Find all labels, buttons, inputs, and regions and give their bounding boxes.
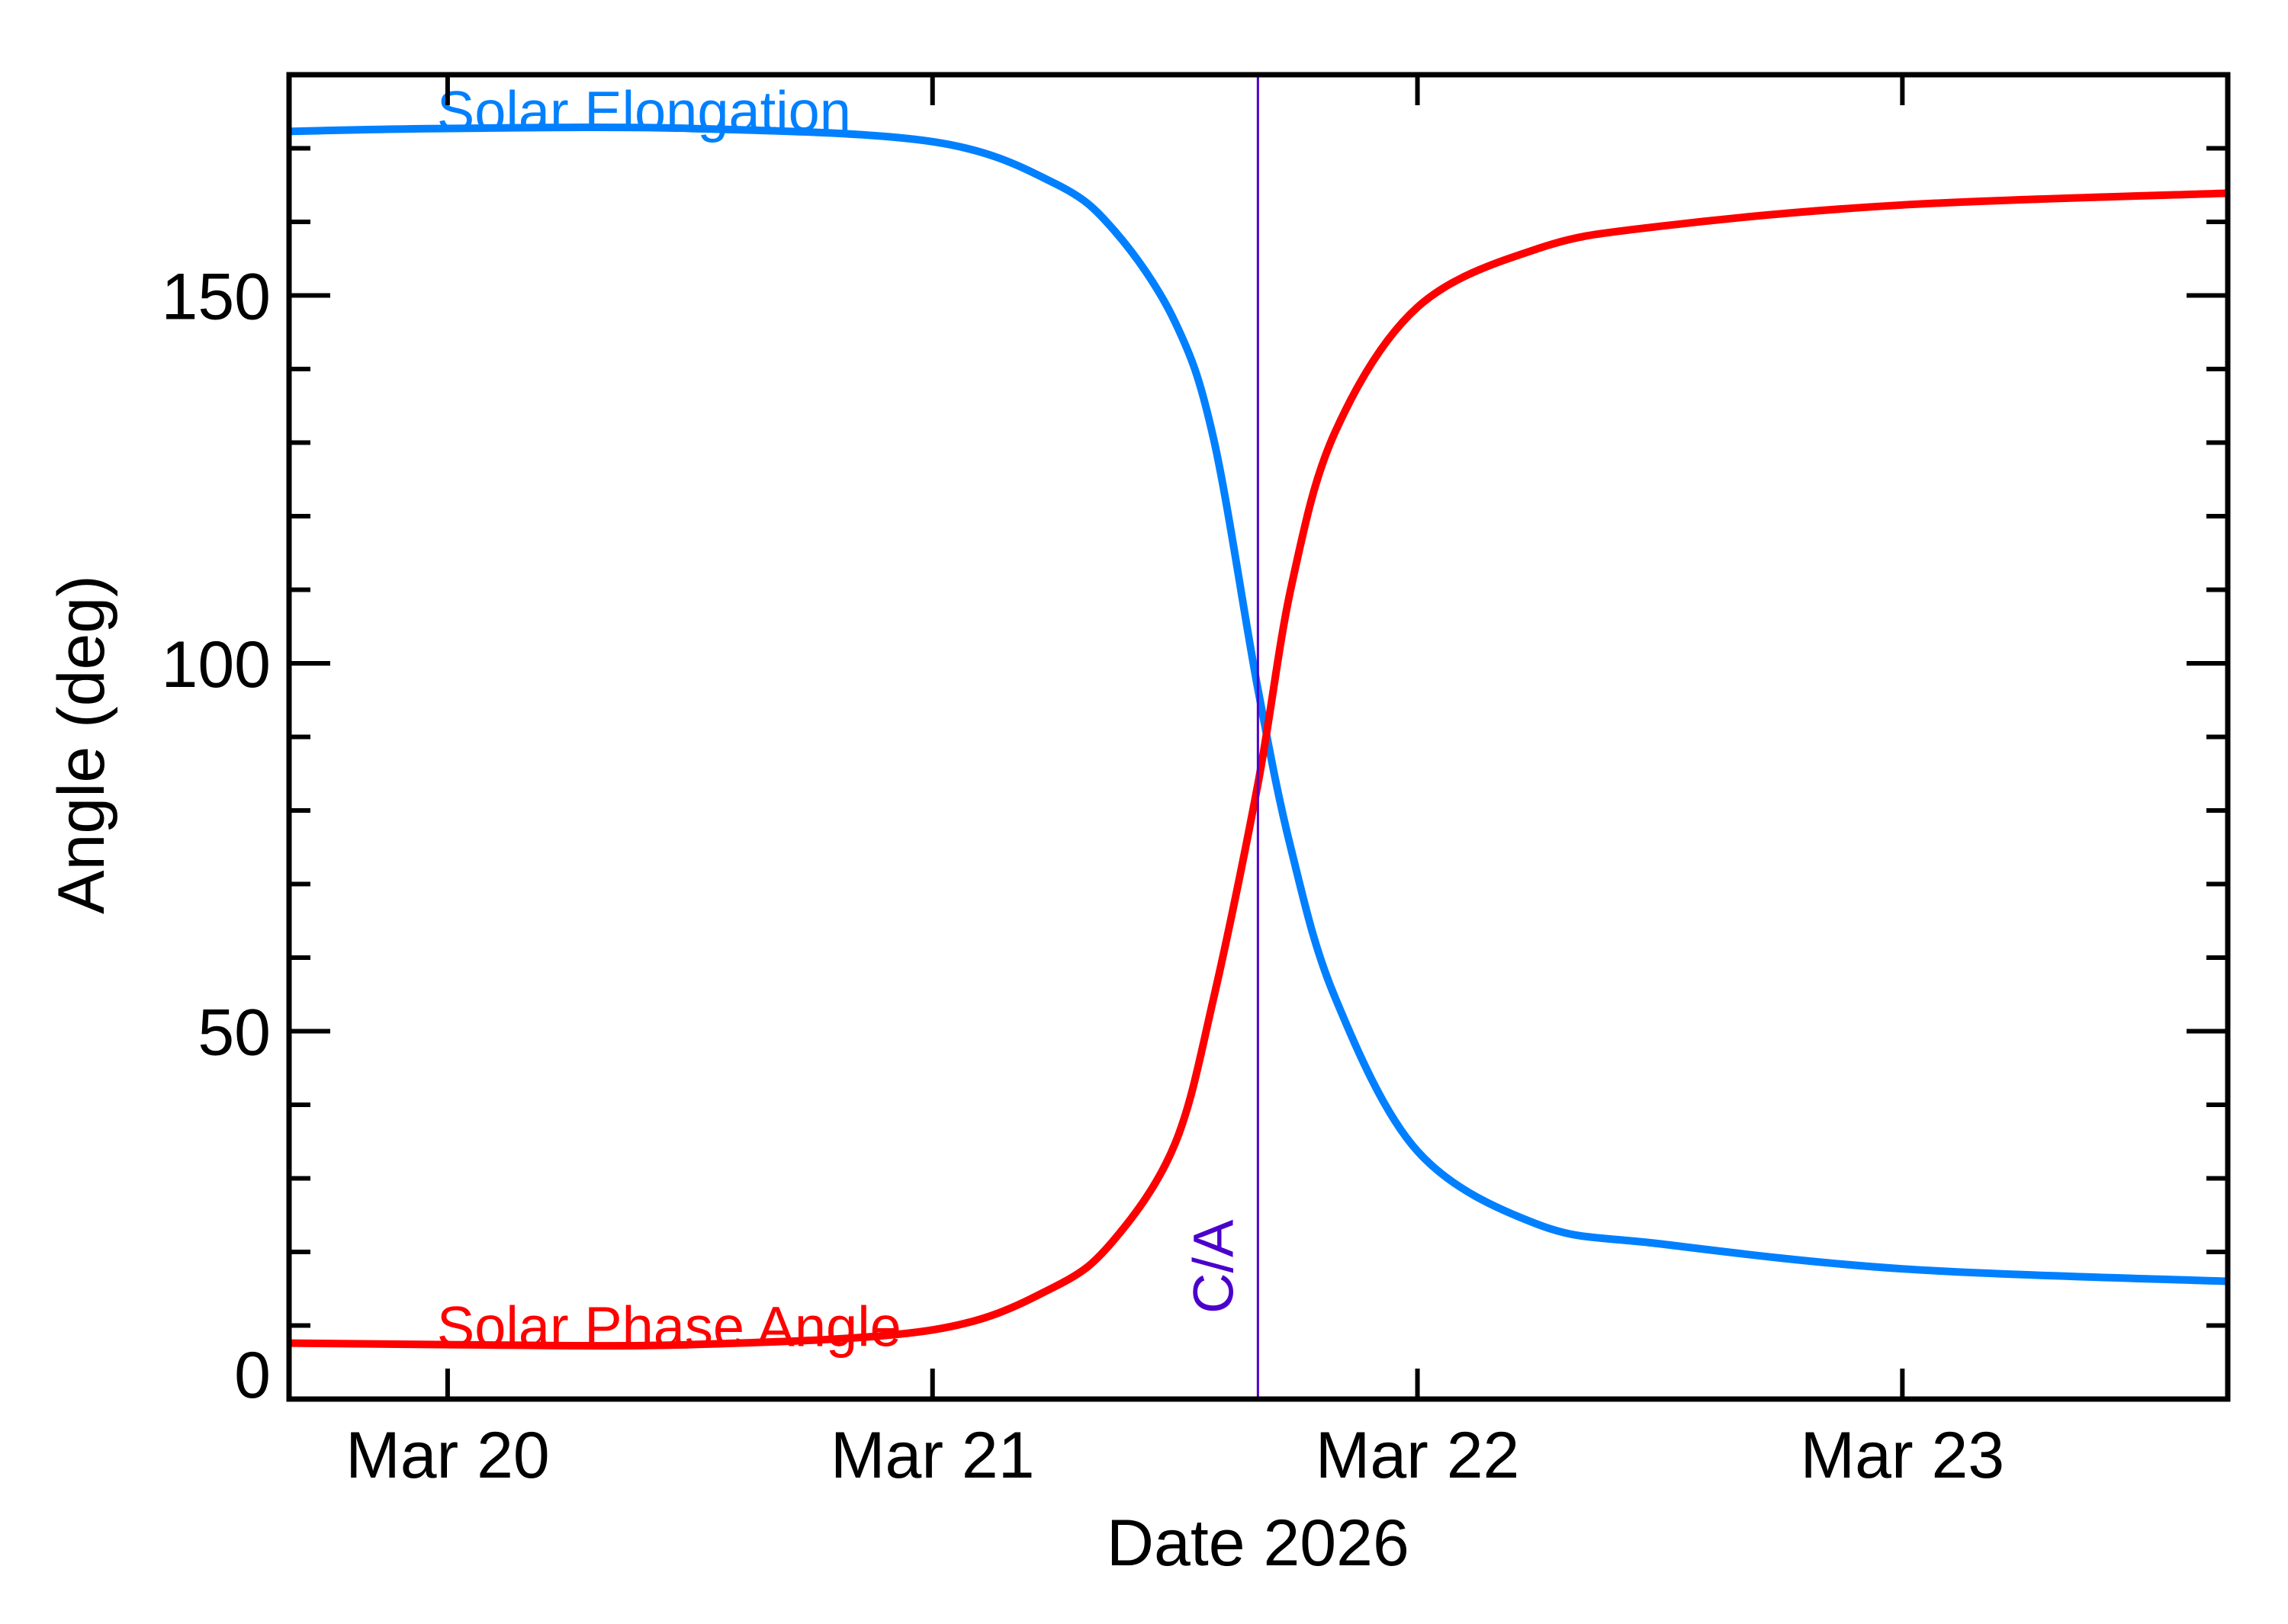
x-tick-label: Mar 22 — [1316, 1419, 1520, 1492]
x-tick-label: Mar 23 — [1801, 1419, 2005, 1492]
x-axis-title: Date 2026 — [1107, 1507, 1409, 1580]
solar-phase-angle-label: Solar Phase Angle — [437, 1295, 901, 1359]
y-tick-label: 0 — [234, 1339, 271, 1412]
series-curves — [288, 124, 2229, 1350]
closest-approach-label: C/A — [1181, 1219, 1245, 1314]
y-tick-labels: 0 50 100 150 — [162, 261, 272, 1413]
axis-ticks — [289, 75, 2228, 1399]
solar-phase-angle-curve — [288, 189, 2229, 1350]
y-tick-label: 150 — [162, 261, 272, 334]
x-tick-labels: Mar 20 Mar 21 Mar 22 Mar 23 — [345, 1419, 2004, 1492]
y-tick-label: 50 — [198, 997, 271, 1070]
plot-frame — [286, 72, 2231, 1402]
x-tick-label: Mar 21 — [831, 1419, 1035, 1492]
solar-elongation-curve — [288, 124, 2229, 1285]
solar-elongation-label: Solar Elongation — [437, 79, 851, 143]
x-tick-label: Mar 20 — [345, 1419, 550, 1492]
y-axis-title: Angle (deg) — [45, 575, 118, 914]
y-tick-label: 100 — [162, 628, 272, 701]
